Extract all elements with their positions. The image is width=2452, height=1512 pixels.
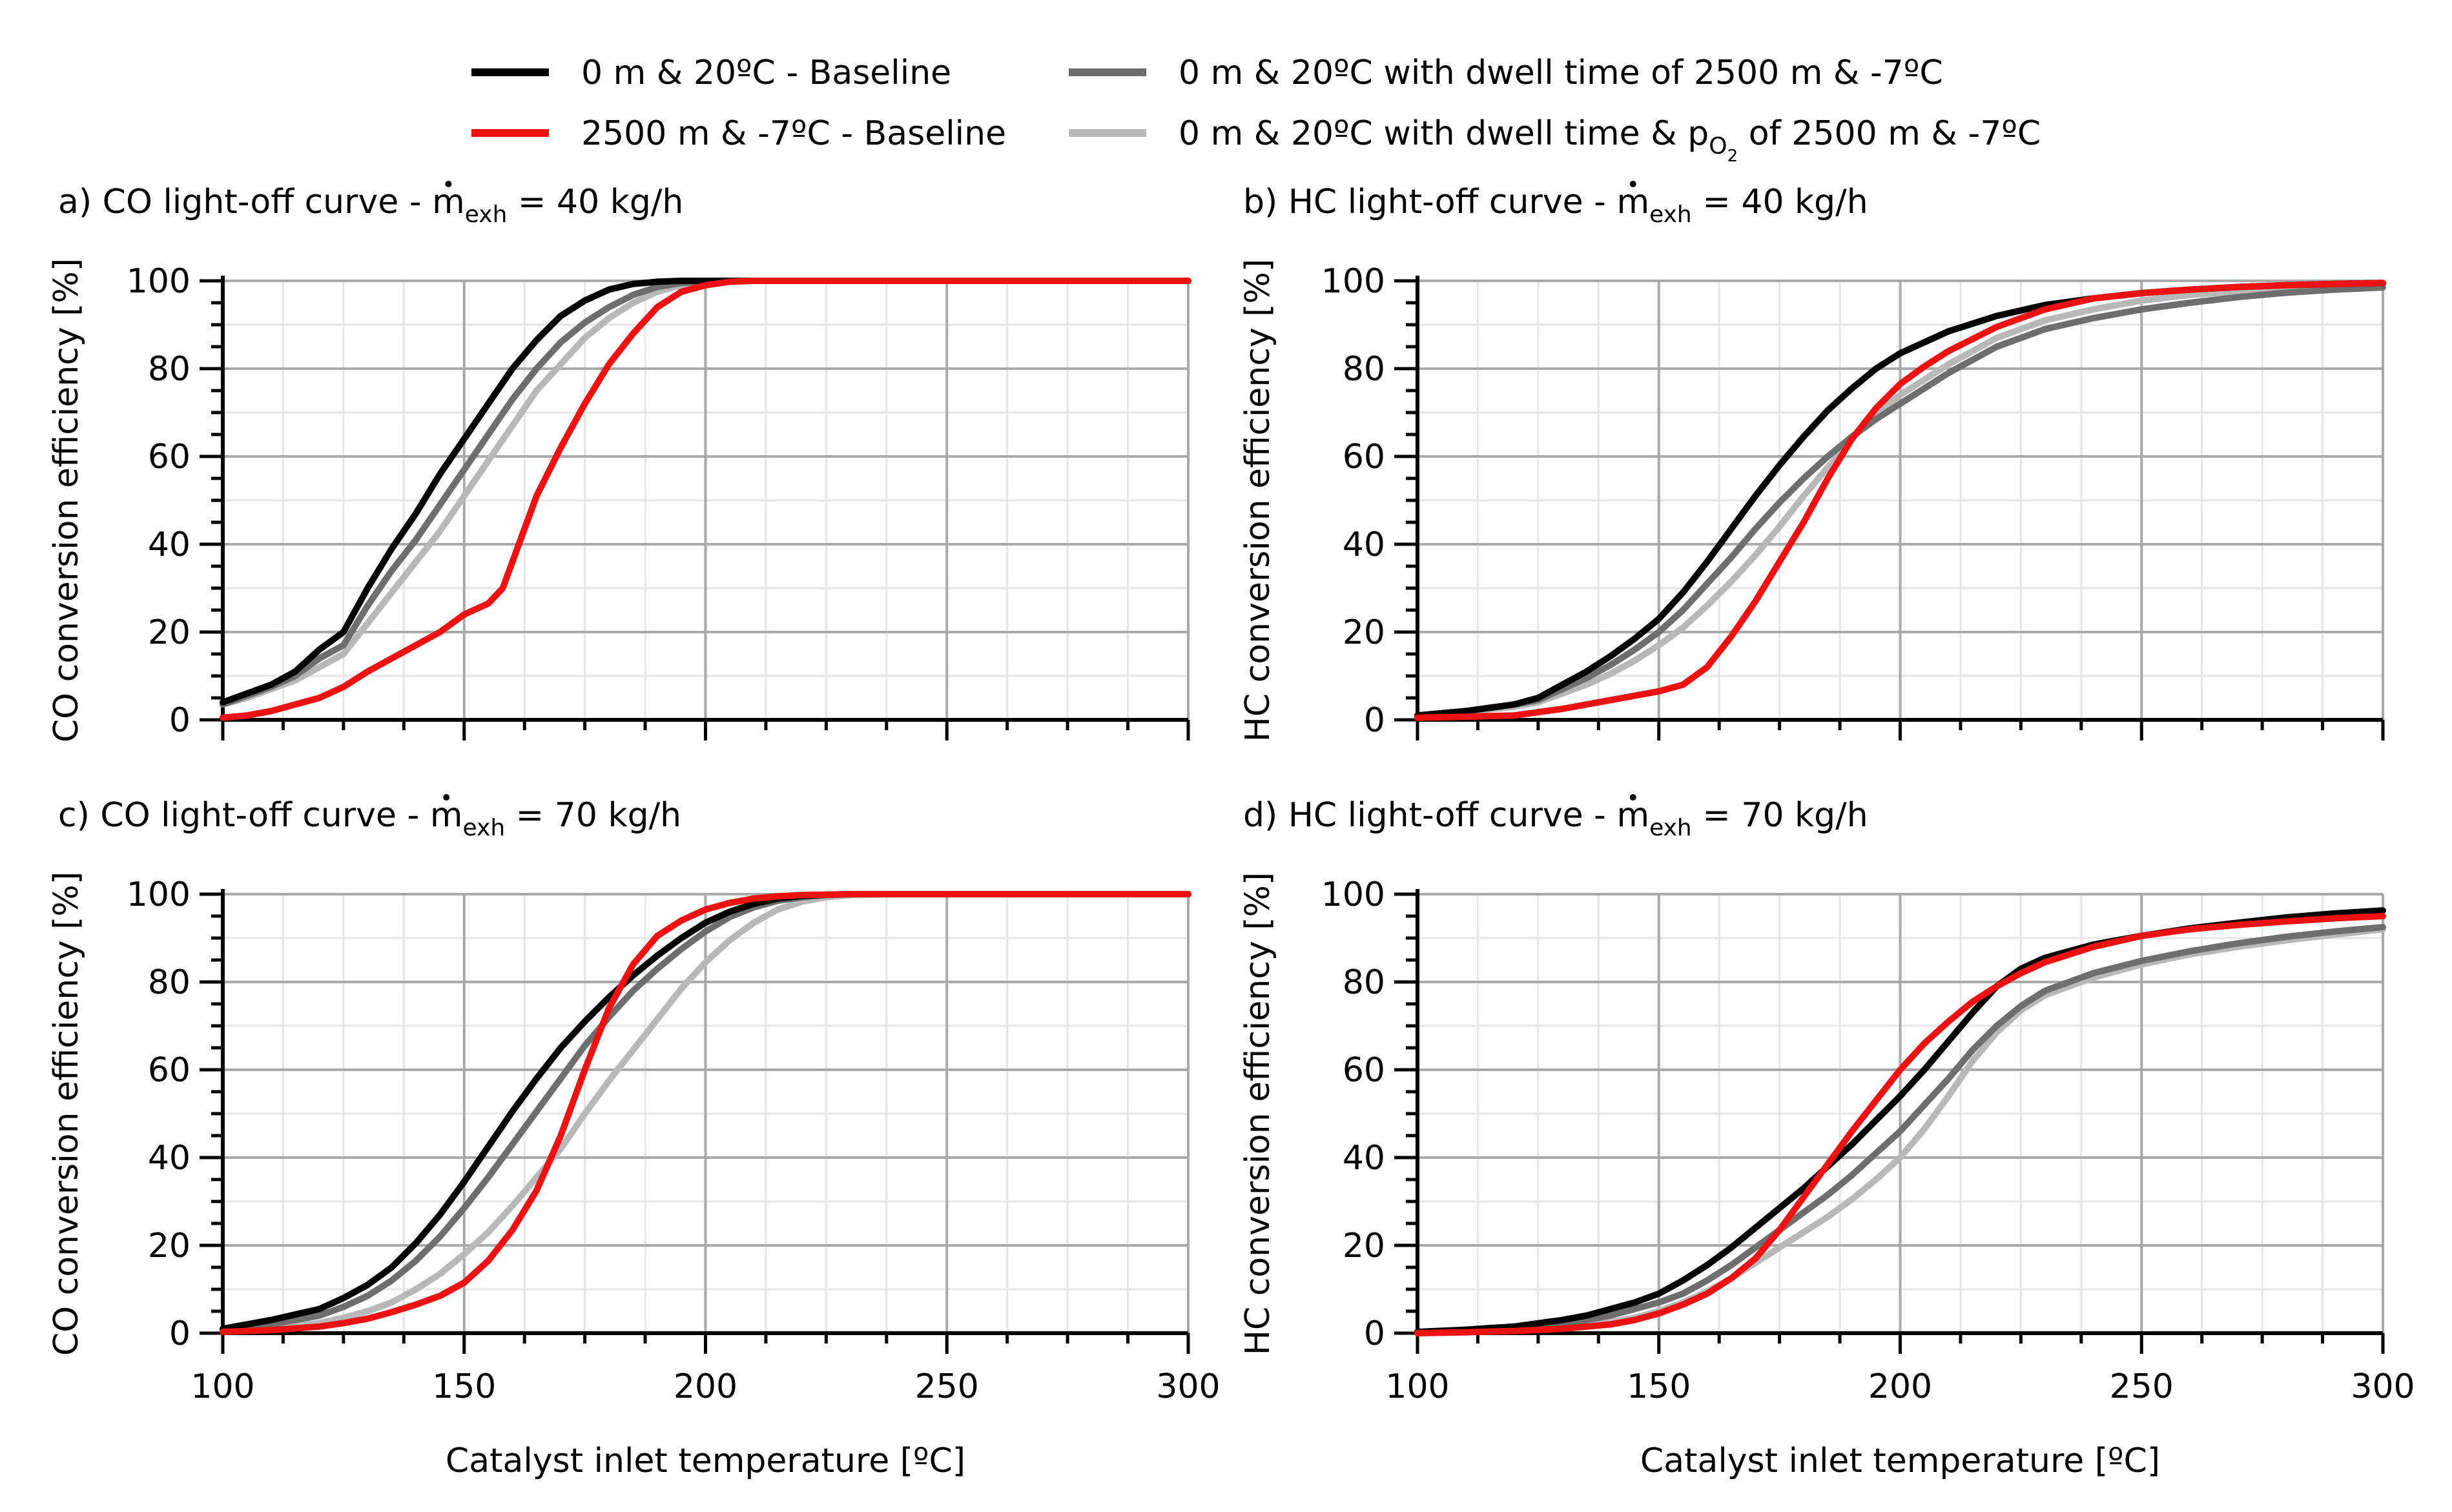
y-tick-label: 20 xyxy=(148,613,191,652)
y-tick-label: 80 xyxy=(148,350,191,389)
panel-title-prefix: c) CO light-off curve - xyxy=(58,796,430,835)
legend-label: 0 m & 20ºC - Baseline xyxy=(581,54,951,92)
y-tick-label: 40 xyxy=(1343,526,1385,564)
series-line xyxy=(220,278,1191,706)
legend-label-subsub: 2 xyxy=(1727,147,1738,166)
y-tick-label: 80 xyxy=(1343,963,1385,1002)
y-tick-label: 100 xyxy=(1321,262,1385,301)
y-tick-label: 0 xyxy=(169,1314,191,1353)
panel-title-mdot: m xyxy=(1616,183,1649,221)
panel-title-sub: exh xyxy=(465,201,508,228)
series-line xyxy=(220,278,1191,721)
y-tick-label: 20 xyxy=(1343,1227,1385,1265)
title-mdot-dot xyxy=(1629,794,1636,801)
panel-title: a) CO light-off curve - mexh = 40 kg/h xyxy=(58,183,683,228)
y-tick-label: 20 xyxy=(148,1227,191,1265)
panel-title-sub: exh xyxy=(1649,815,1692,841)
y-tick-label: 60 xyxy=(148,1051,191,1090)
y-tick-label: 80 xyxy=(1343,350,1385,389)
title-mdot-dot xyxy=(445,181,452,187)
y-tick-label: 40 xyxy=(148,1139,191,1178)
panel-title-sub: exh xyxy=(1649,201,1692,228)
y-tick-label: 80 xyxy=(148,963,191,1002)
legend: 0 m & 20ºC - Baseline 2500 m & -7ºC - Ba… xyxy=(471,54,2041,166)
legend-entry: 0 m & 20ºC with dwell time & pO2 of 2500… xyxy=(1069,114,2041,166)
panel-title-prefix: a) CO light-off curve - xyxy=(58,183,432,221)
panel-title-mdot: m xyxy=(1616,796,1649,835)
y-axis-label: CO conversion efficiency [%] xyxy=(47,872,86,1356)
y-tick-label: 100 xyxy=(1321,875,1385,914)
legend-label-main: 0 m & 20ºC with dwell time & p xyxy=(1179,114,1709,153)
x-axis-label: Catalyst inlet temperature [ºC] xyxy=(446,1442,965,1480)
panel-title-suffix: = 70 kg/h xyxy=(505,796,681,835)
panel-title-mdot: m xyxy=(432,183,465,221)
y-tick-label: 60 xyxy=(1343,438,1385,476)
x-tick-label: 250 xyxy=(915,1367,979,1406)
series-line xyxy=(220,891,1191,1335)
y-axis-label: CO conversion efficiency [%] xyxy=(47,258,86,742)
panel-title-prefix: d) HC light-off curve - xyxy=(1243,796,1616,835)
panel-c: c) CO light-off curve - mexh = 70 kg/h 0 2… xyxy=(47,794,1221,1480)
y-axis-label: HC conversion efficiency [%] xyxy=(1239,872,1277,1355)
legend-label: 0 m & 20ºC with dwell time & pO2 of 2500… xyxy=(1179,114,2041,166)
panel-title: b) HC light-off curve - mexh = 40 kg/h xyxy=(1243,183,1868,228)
legend-entry: 0 m & 20ºC - Baseline xyxy=(471,54,951,92)
panel-title-suffix: = 70 kg/h xyxy=(1692,796,1868,835)
series-line xyxy=(1414,281,2386,719)
series-line xyxy=(220,891,1191,1335)
x-tick-label: 150 xyxy=(1627,1367,1691,1406)
x-tick-label: 100 xyxy=(191,1367,254,1406)
series-line xyxy=(1414,913,2386,1336)
y-tick-label: 100 xyxy=(127,875,191,914)
series-line xyxy=(1414,284,2386,719)
legend-label: 0 m & 20ºC with dwell time of 2500 m & -… xyxy=(1179,54,1943,92)
y-tick-label: 100 xyxy=(127,262,191,301)
series-line xyxy=(1414,924,2386,1336)
y-tick-label: 40 xyxy=(1343,1139,1385,1178)
x-tick-label: 200 xyxy=(1868,1367,1932,1406)
panel-d: d) HC light-off curve - mexh = 70 kg/h 0 2… xyxy=(1239,794,2415,1480)
x-axis-label: Catalyst inlet temperature [ºC] xyxy=(1640,1442,2160,1480)
title-mdot-dot xyxy=(1629,181,1636,187)
x-tick-label: 250 xyxy=(2110,1367,2174,1406)
x-tick-label: 300 xyxy=(2351,1367,2415,1406)
x-tick-label: 300 xyxy=(1156,1367,1220,1406)
panel-title: c) CO light-off curve - mexh = 70 kg/h xyxy=(58,796,681,841)
legend-entry: 2500 m & -7ºC - Baseline xyxy=(471,114,1006,153)
x-tick-label: 150 xyxy=(432,1367,496,1406)
panel-title-suffix: = 40 kg/h xyxy=(507,183,683,221)
y-tick-label: 60 xyxy=(1343,1051,1385,1090)
y-tick-label: 0 xyxy=(1364,701,1385,740)
series-line xyxy=(1414,280,2386,721)
panel-title-sub: exh xyxy=(463,815,506,841)
legend-label-sub: O xyxy=(1709,133,1727,159)
panel-title-prefix: b) HC light-off curve - xyxy=(1243,183,1616,221)
y-axis-label: HC conversion efficiency [%] xyxy=(1239,259,1277,742)
panel-title-mdot: m xyxy=(430,796,463,835)
x-tick-label: 100 xyxy=(1385,1367,1449,1406)
y-tick-label: 60 xyxy=(148,438,191,476)
y-tick-label: 40 xyxy=(148,526,191,564)
title-mdot-dot xyxy=(443,794,450,801)
y-tick-label: 0 xyxy=(1364,1314,1385,1353)
panel-title-suffix: = 40 kg/h xyxy=(1692,183,1868,221)
y-tick-label: 20 xyxy=(1343,613,1385,652)
legend-entry: 0 m & 20ºC with dwell time of 2500 m & -… xyxy=(1069,54,1943,92)
y-tick-label: 0 xyxy=(169,701,191,740)
x-tick-label: 200 xyxy=(674,1367,737,1406)
legend-label-tail: of 2500 m & -7ºC xyxy=(1738,114,2041,153)
panel-a: a) CO light-off curve - mexh = 40 kg/h 0 2… xyxy=(47,181,1191,742)
panel-b: b) HC light-off curve - mexh = 40 kg/h 0 2… xyxy=(1239,181,2386,742)
panel-title: d) HC light-off curve - mexh = 70 kg/h xyxy=(1243,796,1868,841)
legend-label: 2500 m & -7ºC - Baseline xyxy=(581,114,1006,153)
